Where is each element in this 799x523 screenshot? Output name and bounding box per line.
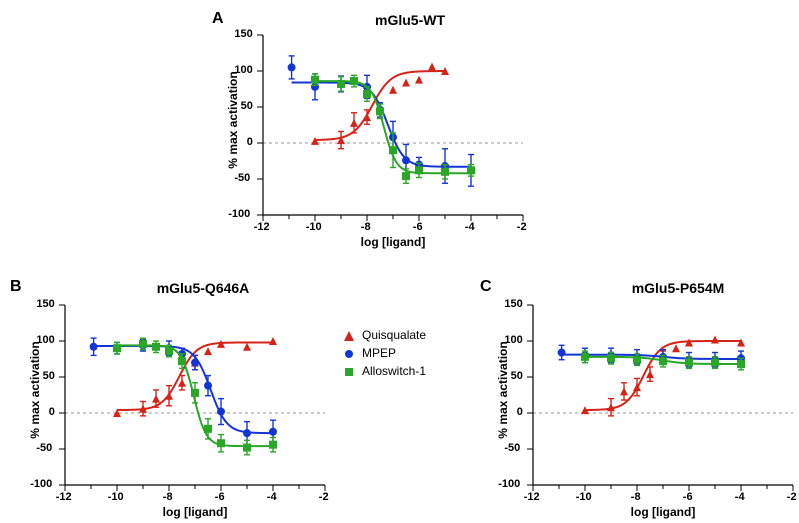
xlabel-A: log [ligand] (333, 235, 453, 249)
ytick-label: -50 (36, 442, 52, 454)
ytick-label: 50 (43, 370, 55, 382)
xtick-label: -4 (267, 491, 277, 503)
panel-label-B: B (10, 278, 22, 296)
chart-title-A: mGlu5-WT (310, 12, 510, 28)
xtick-label: -10 (306, 221, 322, 233)
ytick-label: -50 (504, 442, 520, 454)
figure-root: A B C mGlu5-WT mGlu5-Q646A mGlu5-P654M %… (0, 0, 799, 523)
panel-label-A: A (212, 10, 224, 28)
chart-title-C: mGlu5-P654M (568, 280, 788, 296)
xtick-label: -2 (319, 491, 329, 503)
panel-label-C: C (480, 278, 492, 296)
ytick-label: 100 (36, 334, 54, 346)
legend-item-quisqualate: Quisqualate (344, 326, 426, 344)
xtick-label: -4 (735, 491, 745, 503)
xtick-label: -10 (576, 491, 592, 503)
legend-label: Alloswitch-1 (362, 364, 426, 378)
ytick-label: 0 (247, 136, 253, 148)
chart-C (533, 305, 793, 485)
xtick-label: -10 (108, 491, 124, 503)
xtick-label: -6 (683, 491, 693, 503)
xtick-label: -8 (163, 491, 173, 503)
legend: Quisqualate MPEP Alloswitch-1 (344, 326, 426, 380)
xtick-label: -8 (361, 221, 371, 233)
chart-title-B: mGlu5-Q646A (93, 280, 313, 296)
xtick-label: -12 (524, 491, 540, 503)
triangle-icon (344, 330, 354, 340)
ytick-label: 100 (234, 64, 252, 76)
legend-label: MPEP (362, 346, 396, 360)
square-icon (344, 366, 354, 376)
ytick-label: -100 (498, 478, 520, 490)
xtick-label: -2 (517, 221, 527, 233)
xtick-label: -12 (254, 221, 270, 233)
ytick-label: 150 (504, 298, 522, 310)
ytick-label: 150 (36, 298, 54, 310)
xtick-label: -6 (215, 491, 225, 503)
ytick-label: 150 (234, 28, 252, 40)
chart-A (263, 35, 523, 215)
ytick-label: -50 (234, 172, 250, 184)
ytick-label: -100 (228, 208, 250, 220)
xtick-label: -8 (631, 491, 641, 503)
legend-item-alloswitch: Alloswitch-1 (344, 362, 426, 380)
legend-item-mpep: MPEP (344, 344, 426, 362)
ytick-label: 0 (49, 406, 55, 418)
ytick-label: 100 (504, 334, 522, 346)
ylabel-C: % max activation (496, 330, 510, 450)
xtick-label: -4 (465, 221, 475, 233)
ytick-label: 50 (511, 370, 523, 382)
ytick-label: 0 (517, 406, 523, 418)
chart-B (65, 305, 325, 485)
xtick-label: -6 (413, 221, 423, 233)
xtick-label: -12 (56, 491, 72, 503)
circle-icon (344, 348, 354, 358)
ytick-label: -100 (30, 478, 52, 490)
ylabel-A: % max activation (226, 60, 240, 180)
ytick-label: 50 (241, 100, 253, 112)
xlabel-B: log [ligand] (135, 505, 255, 519)
xlabel-C: log [ligand] (603, 505, 723, 519)
legend-label: Quisqualate (362, 328, 426, 342)
ylabel-B: % max activation (28, 330, 42, 450)
xtick-label: -2 (787, 491, 797, 503)
